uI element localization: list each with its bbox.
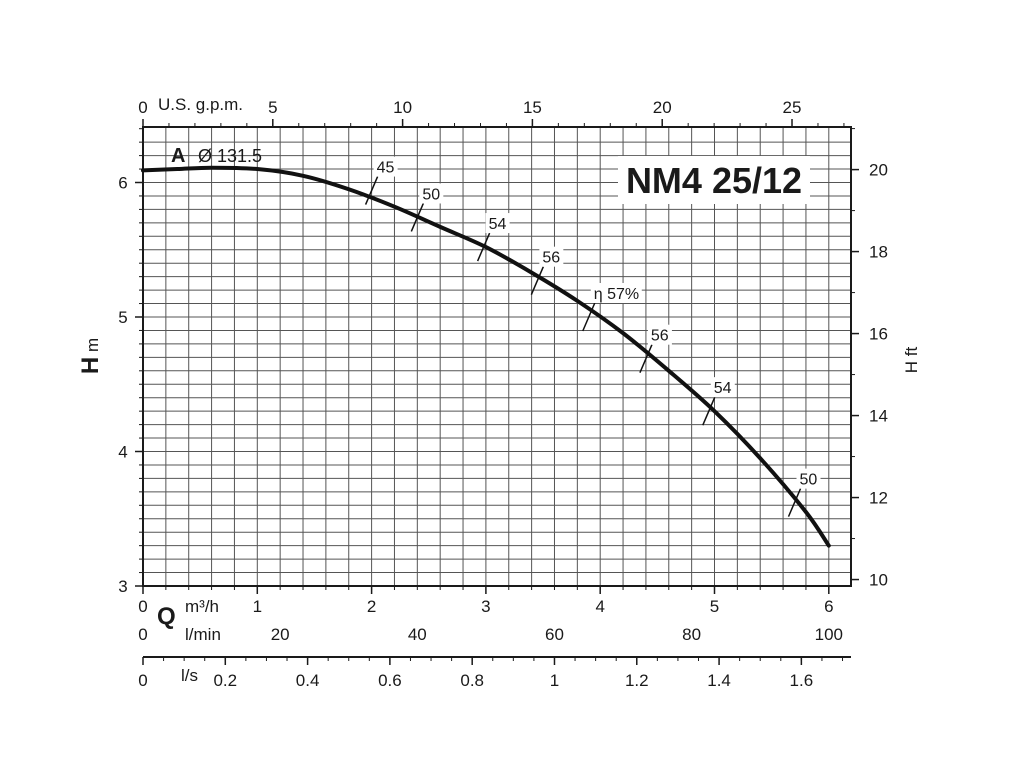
curve-diameter-label: Ø 131.5 xyxy=(198,146,262,166)
efficiency-label-backing xyxy=(710,377,735,398)
y2-axis-title: H ft xyxy=(902,347,921,374)
gpm-tick-label: 5 xyxy=(268,98,277,117)
x-tick-label: 4 xyxy=(595,597,604,616)
efficiency-tick xyxy=(702,396,716,426)
efficiency-label: 56 xyxy=(651,328,669,345)
efficiency-tick xyxy=(787,488,802,517)
efficiency-label: 50 xyxy=(422,186,440,203)
lmin-unit-label: l/min xyxy=(185,625,221,644)
efficiency-label: 56 xyxy=(542,250,560,267)
lmin-tick-label: 20 xyxy=(271,625,290,644)
efficiency-label-backing xyxy=(419,183,444,204)
x-unit-label: m³/h xyxy=(185,597,219,616)
ls-unit-label: l/s xyxy=(181,666,198,685)
efficiency-label-backing xyxy=(590,283,642,303)
efficiency-label-backing xyxy=(796,468,821,489)
gpm-tick-label: 0 xyxy=(138,98,147,117)
efficiency-label-backing xyxy=(485,213,510,234)
lmin-tick-label: 100 xyxy=(815,625,843,644)
efficiency-tick xyxy=(476,232,491,262)
chart-title: NM4 25/12 xyxy=(626,160,802,201)
x-tick-label: 5 xyxy=(710,597,719,616)
y2-tick-label: 14 xyxy=(869,407,888,426)
ls-tick-label: 0.2 xyxy=(213,671,237,690)
curve-layer xyxy=(141,165,831,548)
plot-frame xyxy=(142,126,852,587)
efficiency-label: 54 xyxy=(714,380,732,397)
gpm-tick-label: 25 xyxy=(783,98,802,117)
efficiency-label-backing xyxy=(373,156,398,177)
curve-id-label: A xyxy=(171,145,185,167)
efficiency-tick xyxy=(410,203,425,232)
y2-tick-label: 18 xyxy=(869,243,888,262)
efficiency-label: 54 xyxy=(489,216,507,233)
axes xyxy=(135,119,859,665)
gpm-unit-label: U.S. g.p.m. xyxy=(158,95,243,114)
y-axis-title: H m xyxy=(77,338,104,374)
y2-tick-label: 20 xyxy=(869,161,888,180)
x-tick-label: 1 xyxy=(253,597,262,616)
lmin-tick-label: 80 xyxy=(682,625,701,644)
efficiency-tick xyxy=(364,176,379,205)
x-tick-label: 2 xyxy=(367,597,376,616)
efficiency-label-backing xyxy=(647,324,672,345)
x-tick-label: 6 xyxy=(824,597,833,616)
lmin-tick-label: 40 xyxy=(408,625,427,644)
title-backing xyxy=(618,156,810,204)
y-tick-label: 6 xyxy=(118,174,127,193)
lmin-tick-label: 60 xyxy=(545,625,564,644)
efficiency-label: 45 xyxy=(377,160,395,177)
x-axis-title: Q xyxy=(157,603,176,630)
gpm-tick-label: 15 xyxy=(523,98,542,117)
y-tick-label: 3 xyxy=(118,577,127,596)
y-axis-unit: m xyxy=(83,338,102,357)
efficiency-tick xyxy=(639,344,653,373)
x-tick-label: 3 xyxy=(481,597,490,616)
lmin-tick-label: 0 xyxy=(138,625,147,644)
y-tick-label: 4 xyxy=(118,443,127,462)
efficiency-label: 50 xyxy=(800,472,818,489)
efficiency-label-backing xyxy=(539,246,564,267)
y-axis-title-letter: H xyxy=(77,357,104,374)
ls-tick-label: 1.2 xyxy=(625,671,649,690)
y2-tick-label: 12 xyxy=(869,489,888,508)
x-tick-label: 0 xyxy=(138,597,147,616)
ls-tick-label: 0 xyxy=(138,671,147,690)
gpm-tick-label: 20 xyxy=(653,98,672,117)
gpm-tick-label: 10 xyxy=(393,98,412,117)
ls-tick-label: 0.8 xyxy=(460,671,484,690)
y2-tick-label: 10 xyxy=(869,571,888,590)
ls-tick-label: 1.4 xyxy=(707,671,731,690)
efficiency-tick xyxy=(582,302,596,332)
efficiency-marks: 45 50 54 56 η 57% 56 54 50 xyxy=(364,156,821,517)
ls-tick-label: 1 xyxy=(550,671,559,690)
ls-tick-label: 1.6 xyxy=(790,671,814,690)
pump-curve-line xyxy=(141,165,831,548)
y-tick-label: 5 xyxy=(118,308,127,327)
ls-tick-label: 0.4 xyxy=(296,671,320,690)
ls-tick-label: 0.6 xyxy=(378,671,402,690)
y2-tick-label: 16 xyxy=(869,325,888,344)
efficiency-tick xyxy=(530,266,545,295)
efficiency-label: η 57% xyxy=(594,286,639,303)
